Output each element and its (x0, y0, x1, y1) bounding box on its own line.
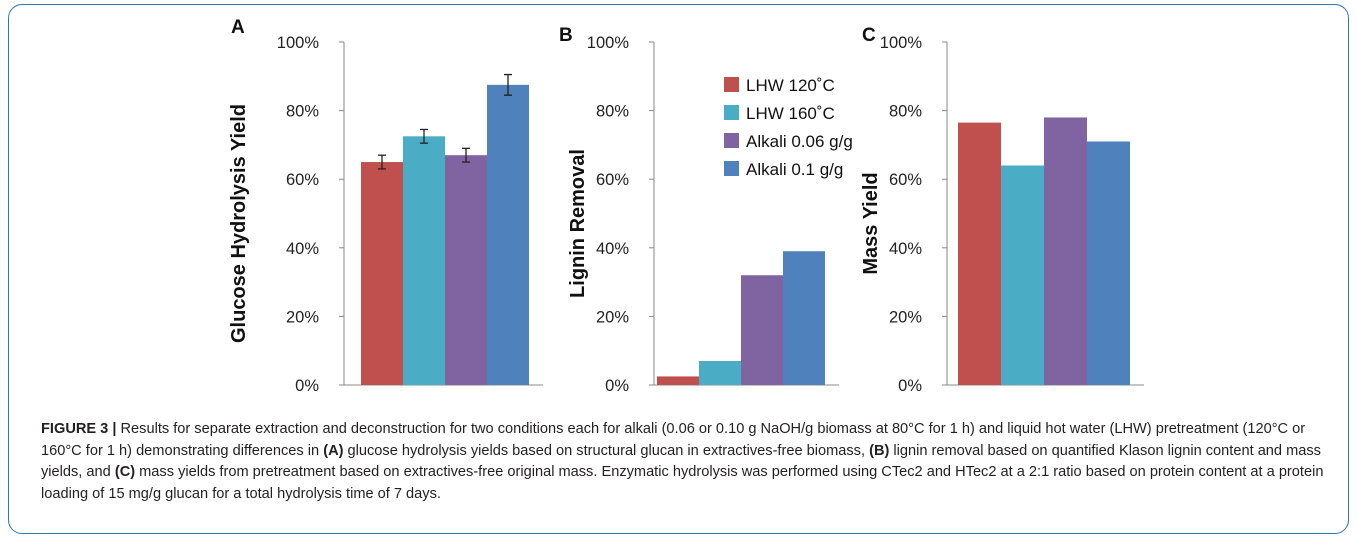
panel-a-y-tick-label: 20% (286, 308, 319, 326)
figure-caption: FIGURE 3 | Results for separate extracti… (41, 419, 1331, 505)
panel-a-bar (445, 155, 487, 385)
legend-swatch (724, 161, 739, 176)
panel-b-bar (741, 275, 783, 385)
legend-entry: LHW 120˚C (746, 76, 835, 95)
caption-figure-label: FIGURE 3 | (41, 421, 117, 437)
panel-c-y-tick-label: 60% (889, 171, 922, 189)
panel-c-y-tick-label: 100% (880, 34, 923, 52)
panel-c-bar (958, 122, 1001, 385)
caption-text-4: mass yields from pretreatment based on e… (41, 464, 1324, 502)
legend-swatch (724, 77, 739, 92)
panel-b-bar (783, 251, 825, 385)
panel-c-chart: C 0% 20% 40% 60% 80% 100% Mass Yield (860, 25, 1144, 395)
panel-c-bar (1001, 165, 1044, 385)
panel-b-label: B (559, 25, 573, 46)
panel-b-y-tick-label: 60% (596, 171, 629, 189)
panel-a-chart: A 0% 20% 40% 60% 80% 100% Glucose Hydrolysis Yi… (228, 17, 543, 395)
panel-c-y-tick-label: 0% (898, 377, 922, 395)
legend-entry: Alkali 0.06 g/g (746, 132, 853, 151)
caption-text-2: glucose hydrolysis yields based on struc… (343, 442, 870, 459)
legend-swatch (724, 133, 739, 148)
panel-c-label: C (862, 25, 876, 46)
caption-ref-c: (C) (114, 464, 136, 480)
panel-c-y-tick-label: 20% (889, 308, 922, 326)
caption-text-1: Results for separate extraction and deco… (41, 421, 1306, 459)
panel-b-y-tick-label: 80% (596, 103, 629, 121)
panel-b-y-tick-label: 20% (596, 308, 629, 326)
panel-c-bar (1044, 117, 1087, 386)
panel-b-y-tick-label: 100% (587, 34, 630, 52)
panel-b-y-tick-label: 40% (596, 240, 629, 258)
caption-ref-a: (A) (323, 442, 344, 459)
panel-a-bar (361, 162, 403, 385)
panel-a-label: A (231, 17, 245, 38)
panel-c-y-tick-label: 80% (889, 103, 922, 121)
panel-c-y-axis-title: Mass Yield (860, 172, 882, 274)
panel-b-y-tick-label: 0% (605, 377, 629, 395)
legend-entry: LHW 160˚C (746, 104, 835, 123)
legend-entry: Alkali 0.1 g/g (746, 160, 843, 179)
panel-c-bar (1087, 141, 1130, 385)
panel-a-y-tick-label: 40% (286, 240, 319, 258)
panel-a-y-tick-label: 60% (286, 171, 319, 189)
panel-c-y-tick-label: 40% (889, 240, 922, 258)
panel-a-y-tick-label: 100% (277, 34, 320, 52)
panel-b-chart: B 0% 20% 40% 60% 80% 100% Lignin Removal LHW 120… (559, 25, 853, 395)
panel-a-y-axis-title: Glucose Hydrolysis Yield (228, 104, 250, 343)
panel-a-bar (487, 84, 529, 385)
panel-a-y-tick-label: 80% (286, 103, 319, 121)
legend-swatch (724, 105, 739, 120)
figure-frame: A 0% 20% 40% 60% 80% 100% Glucose Hydrolysis Yi… (8, 4, 1349, 534)
caption-text-3: lignin removal based on quantified Klaso… (41, 442, 1321, 481)
charts-area: A 0% 20% 40% 60% 80% 100% Glucose Hydrolysis Yi… (228, 17, 1144, 395)
panel-b-bar (699, 360, 741, 385)
panel-b-bar (657, 376, 699, 385)
panel-a-bar (403, 136, 445, 385)
panel-a-y-tick-label: 0% (295, 377, 319, 395)
panel-b-y-axis-title: Lignin Removal (567, 149, 589, 298)
caption-ref-b: (B) (869, 442, 890, 459)
